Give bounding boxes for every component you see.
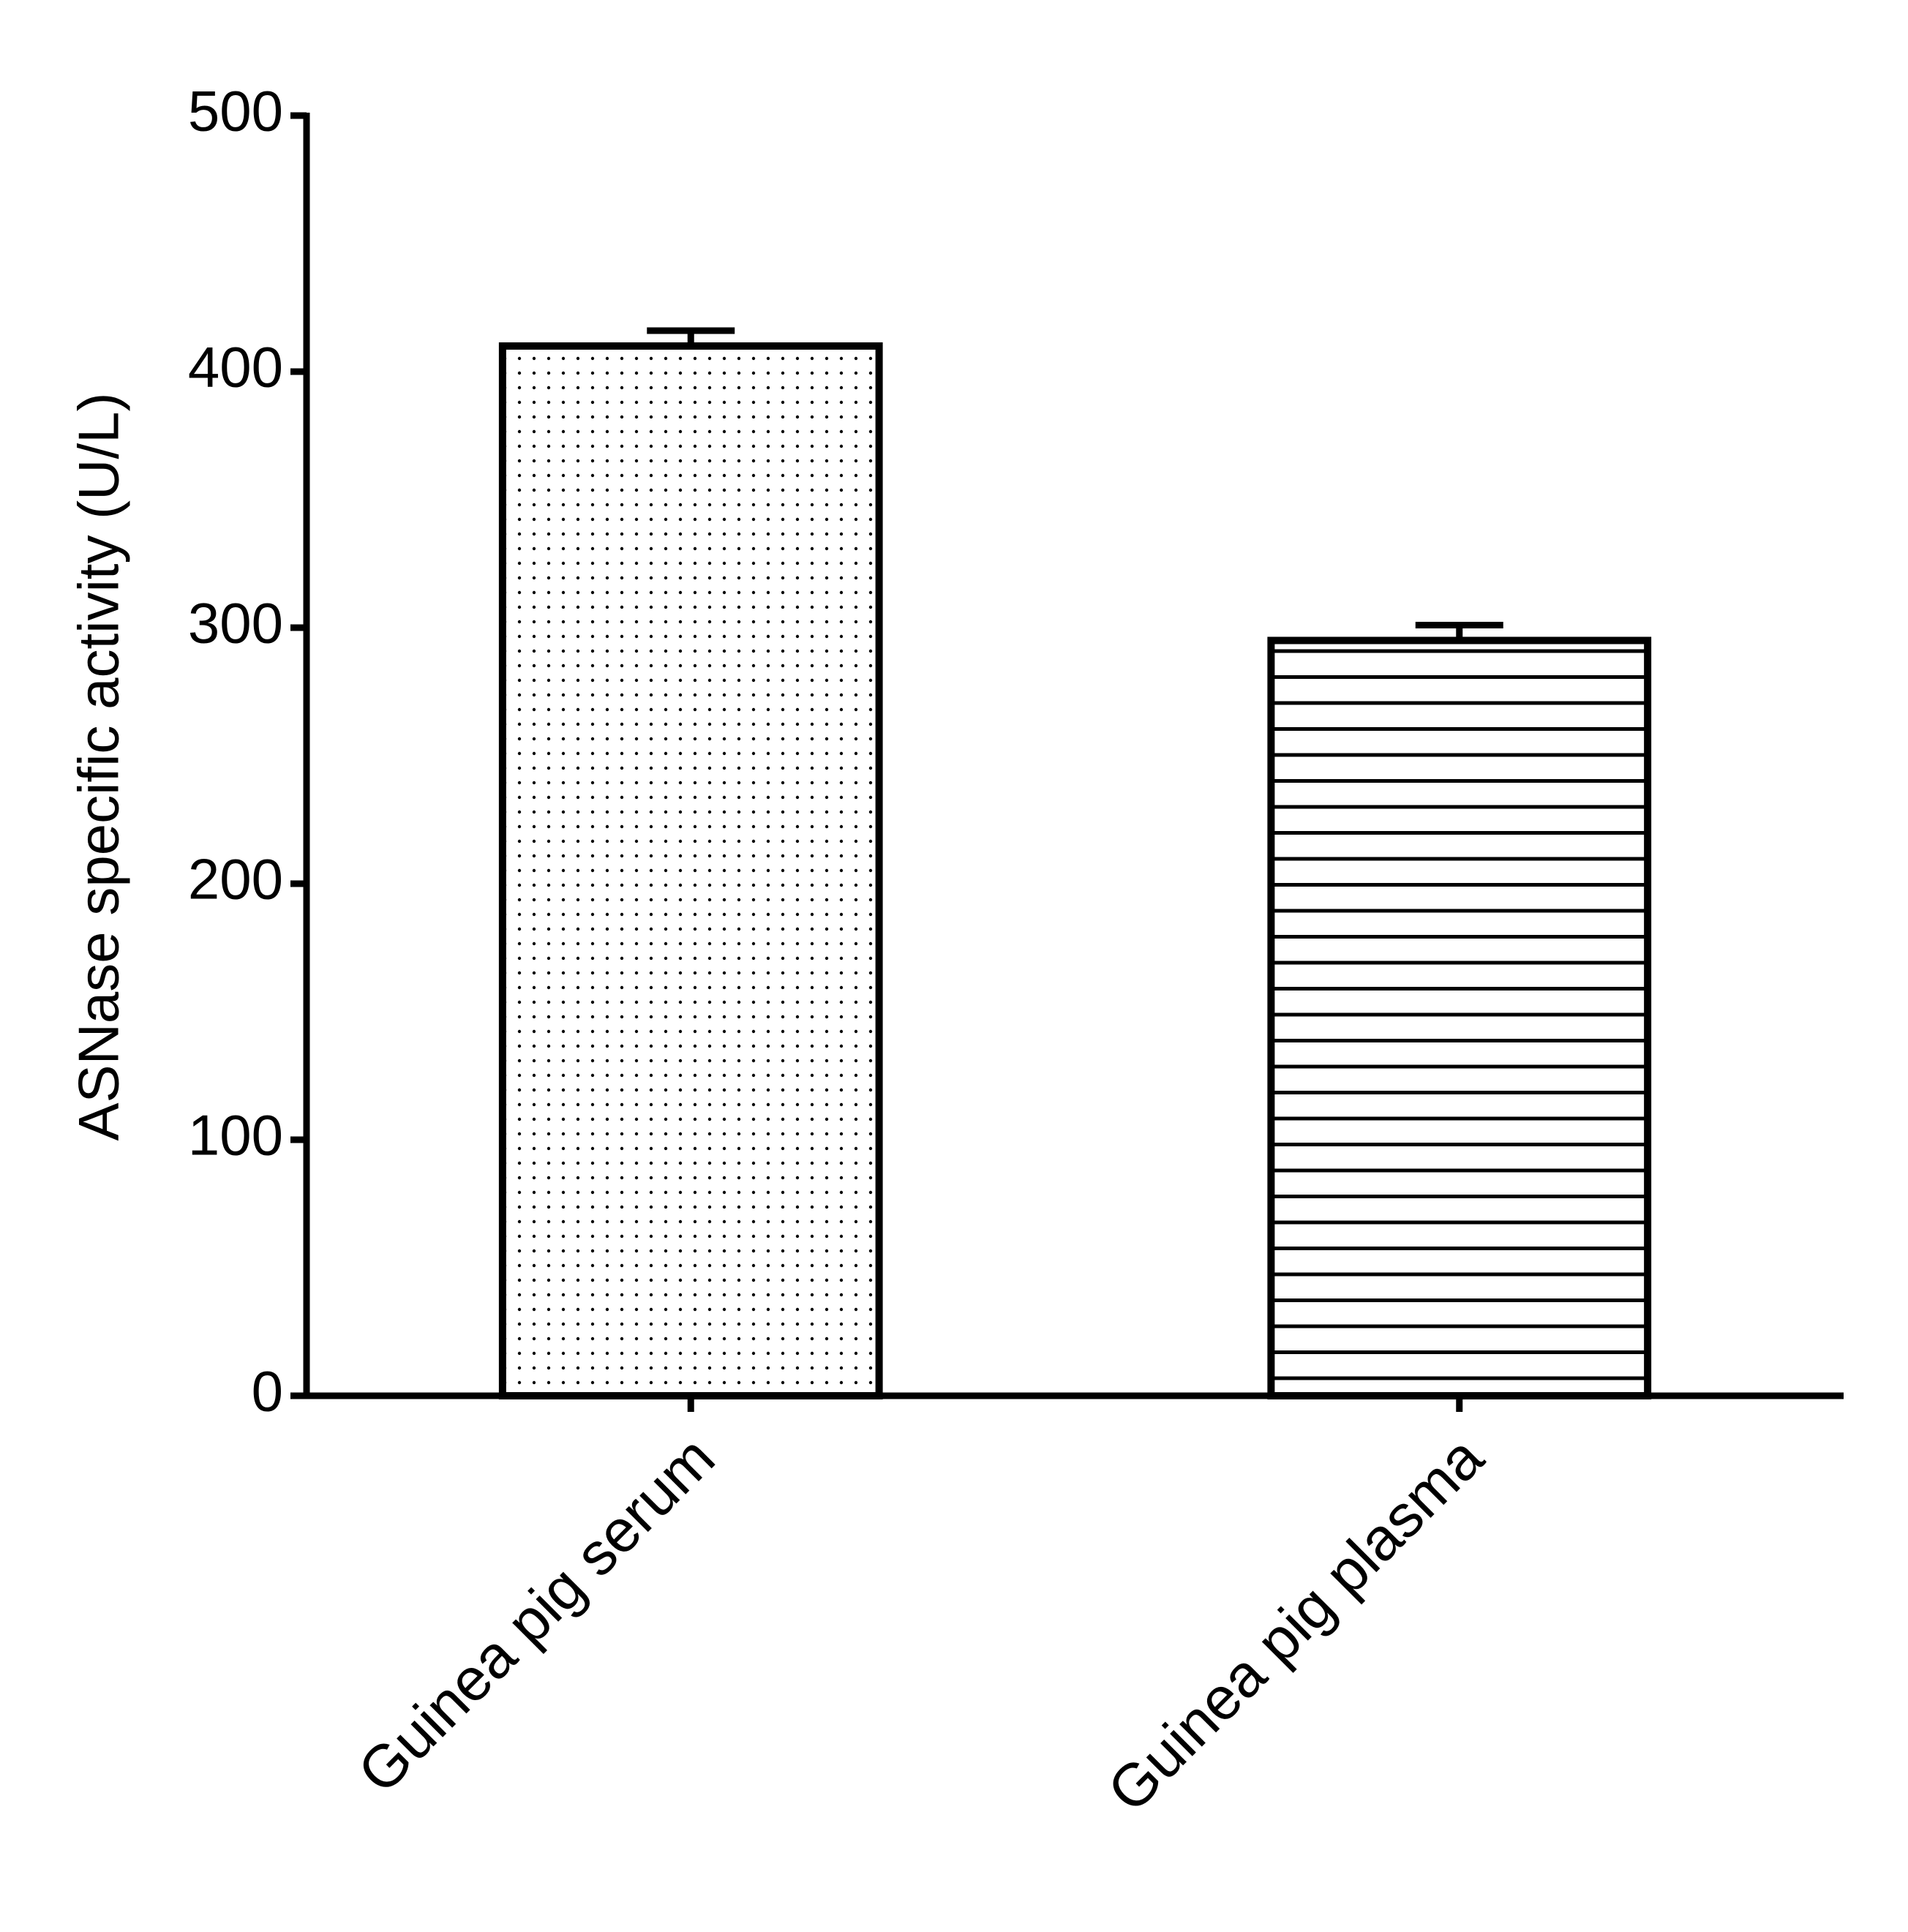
y-tick-label: 500 [188, 79, 283, 143]
x-tick-label: Guinea pig serum [345, 1424, 727, 1806]
y-tick-label: 300 [188, 591, 283, 655]
bar [1267, 636, 1652, 1399]
bar [498, 342, 883, 1399]
y-tick-label: 0 [252, 1359, 283, 1424]
y-tick-label: 400 [188, 335, 283, 399]
x-tick-label: Guinea pig plasma [1095, 1424, 1496, 1824]
y-tick-label: 200 [188, 847, 283, 912]
y-axis-label: ASNase specific activity (U/L) [67, 393, 131, 1141]
y-tick-label: 100 [188, 1103, 283, 1168]
